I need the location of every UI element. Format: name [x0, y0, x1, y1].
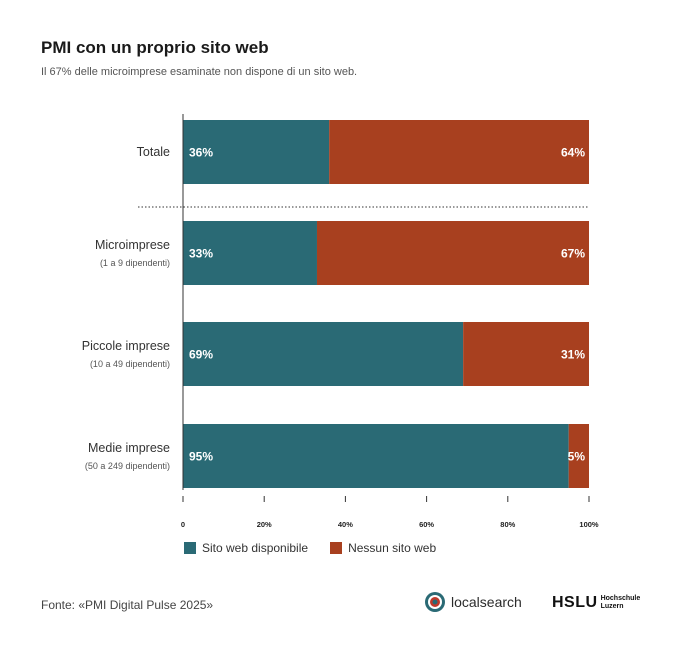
x-tick-label: 80% [500, 520, 515, 529]
x-tick-label: 40% [338, 520, 353, 529]
category-label: Piccole imprese [82, 339, 170, 353]
hslu-wordmark: HSLU [552, 594, 598, 611]
legend-item-nessun-sito: Nessun sito web [330, 541, 436, 555]
bar-segment-sito-web [183, 424, 569, 488]
category-label: Medie imprese [88, 441, 170, 455]
bar-segment-nessun-sito [329, 120, 589, 184]
legend-swatch-rust [330, 542, 343, 554]
bar-value-label: 33% [189, 247, 213, 261]
localsearch-icon [425, 592, 445, 612]
bar-value-label: 95% [189, 450, 213, 464]
x-tick-label: 100% [579, 520, 599, 529]
bar-value-label: 67% [561, 247, 585, 261]
category-sublabel: (1 a 9 dipendenti) [100, 258, 170, 268]
localsearch-logo: localsearch [424, 591, 522, 613]
bar-value-label: 36% [189, 146, 213, 160]
bar-segment-nessun-sito [568, 424, 589, 488]
bar-value-label: 64% [561, 146, 585, 160]
bar-value-label: 5% [568, 450, 586, 464]
category-sublabel: (10 a 49 dipendenti) [90, 359, 170, 369]
source-note: Fonte: «PMI Digital Pulse 2025» [41, 598, 214, 612]
bar-segment-sito-web [183, 221, 317, 285]
chart-subtitle: Il 67% delle microimprese esaminate non … [41, 66, 358, 78]
legend: Sito web disponibile Nessun sito web [184, 541, 458, 555]
category-label: Microimprese [95, 238, 170, 252]
bar-segment-sito-web [183, 120, 330, 184]
hslu-logo: HSLU Hochschule Luzern [552, 594, 640, 612]
bar-segment-nessun-sito [463, 322, 589, 386]
localsearch-wordmark: localsearch [451, 594, 522, 610]
x-tick-label: 60% [419, 520, 434, 529]
legend-item-sito-web: Sito web disponibile [184, 541, 308, 555]
chart-title: PMI con un proprio sito web [41, 38, 269, 57]
x-tick-label: 20% [257, 520, 272, 529]
bar-segment-nessun-sito [316, 221, 589, 285]
bar-value-label: 31% [561, 348, 585, 362]
legend-swatch-teal [184, 542, 196, 554]
category-label: Totale [137, 145, 170, 159]
bar-segment-sito-web [183, 322, 464, 386]
hslu-subtitle: Hochschule Luzern [600, 595, 641, 610]
bar-value-label: 69% [189, 348, 213, 362]
legend-label: Sito web disponibile [202, 541, 309, 555]
legend-label: Nessun sito web [348, 541, 437, 555]
category-sublabel: (50 a 249 dipendenti) [85, 461, 170, 471]
x-tick-label: 0 [181, 520, 185, 529]
